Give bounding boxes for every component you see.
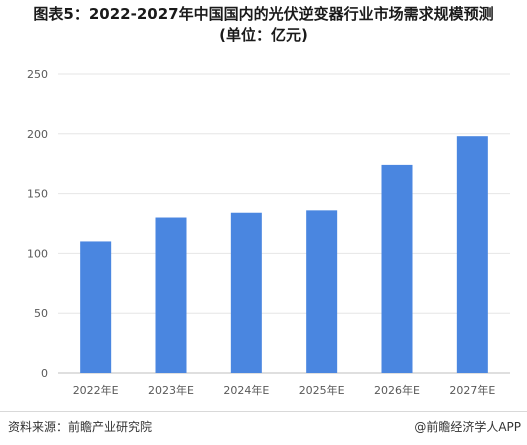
x-tick-label: 2023年E	[148, 383, 194, 397]
x-tick-label: 2024年E	[223, 383, 269, 397]
x-tick-label: 2026年E	[374, 383, 420, 397]
x-axis-ticks: 2022年E 2023年E 2024年E 2025年E 2026年E 2027年E	[73, 383, 496, 397]
bar	[306, 210, 338, 373]
chart-title: 图表5：2022-2027年中国国内的光伏逆变器行业市场需求规模预测 (单位：亿…	[0, 4, 527, 46]
y-tick-label: 50	[34, 307, 48, 320]
chart-subtitle: (单位：亿元)	[219, 26, 308, 44]
footer-divider	[0, 411, 527, 412]
bar	[155, 217, 187, 373]
y-tick-label: 100	[27, 247, 48, 260]
bar	[230, 212, 262, 373]
gridlines	[58, 73, 510, 374]
bar	[381, 164, 413, 373]
source-note: 资料来源：前瞻产业研究院	[8, 420, 153, 434]
y-tick-label: 0	[41, 367, 48, 380]
bar-chart: 0 50 100 150 200 250 2022年E 2023年E 2024年E 2025年E…	[27, 68, 510, 397]
bar	[456, 136, 488, 373]
y-axis-ticks: 0 50 100 150 200 250	[27, 68, 48, 380]
y-tick-label: 150	[27, 188, 48, 201]
x-tick-label: 2025年E	[299, 383, 345, 397]
bars	[80, 136, 488, 373]
chart-title-main: 图表5：2022-2027年中国国内的光伏逆变器行业市场需求规模预测	[33, 5, 494, 23]
x-tick-label: 2027年E	[449, 383, 495, 397]
brand-credit: @前瞻经济学人APP	[414, 420, 521, 434]
y-tick-label: 250	[27, 68, 48, 81]
y-tick-label: 200	[27, 128, 48, 141]
x-tick-label: 2022年E	[73, 383, 119, 397]
bar	[80, 241, 112, 373]
